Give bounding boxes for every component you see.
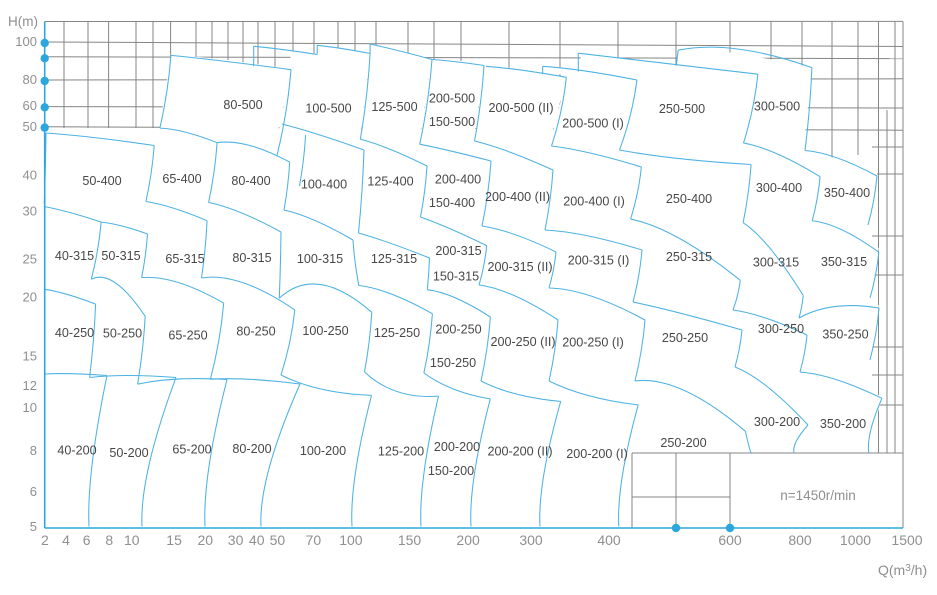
svg-text:200-400: 200-400	[435, 173, 481, 187]
svg-text:125-200: 125-200	[378, 445, 424, 459]
svg-text:125-400: 125-400	[367, 175, 413, 189]
svg-text:1000: 1000	[840, 532, 871, 548]
svg-text:10: 10	[23, 400, 37, 415]
svg-text:65-315: 65-315	[165, 252, 204, 266]
svg-text:8: 8	[105, 532, 113, 548]
svg-text:250-400: 250-400	[666, 192, 712, 206]
svg-text:100-200: 100-200	[300, 444, 346, 458]
svg-text:100: 100	[339, 532, 363, 548]
svg-text:50: 50	[270, 532, 286, 548]
svg-text:200-315 (II): 200-315 (II)	[487, 260, 552, 274]
svg-text:10: 10	[124, 532, 140, 548]
svg-text:65-200: 65-200	[172, 443, 211, 457]
svg-text:6: 6	[83, 532, 91, 548]
svg-text:100-250: 100-250	[302, 324, 348, 338]
svg-text:200-200 (I): 200-200 (I)	[566, 447, 628, 461]
svg-text:200-315 (I): 200-315 (I)	[568, 254, 630, 268]
svg-text:300-250: 300-250	[758, 322, 804, 336]
svg-text:50-200: 50-200	[109, 446, 148, 460]
svg-text:80-200: 80-200	[232, 442, 271, 456]
svg-text:200-250 (I): 200-250 (I)	[562, 336, 624, 350]
svg-text:50-400: 50-400	[82, 174, 121, 188]
svg-text:800: 800	[788, 532, 812, 548]
svg-text:200-315: 200-315	[435, 244, 481, 258]
svg-text:8: 8	[30, 443, 37, 458]
svg-text:200-250: 200-250	[435, 323, 481, 337]
svg-text:H(m): H(m)	[8, 14, 38, 29]
svg-text:200: 200	[456, 532, 480, 548]
svg-text:150-500: 150-500	[429, 115, 475, 129]
svg-text:50-315: 50-315	[101, 249, 140, 263]
svg-text:300-315: 300-315	[753, 256, 799, 270]
svg-text:30: 30	[228, 532, 244, 548]
svg-text:15: 15	[166, 532, 182, 548]
svg-text:300-400: 300-400	[756, 181, 802, 195]
svg-text:350-250: 350-250	[822, 328, 868, 342]
svg-text:200-400 (II): 200-400 (II)	[485, 190, 550, 204]
svg-text:40: 40	[249, 532, 265, 548]
svg-text:125-250: 125-250	[374, 326, 420, 340]
svg-text:250-200: 250-200	[660, 436, 706, 450]
svg-text:100: 100	[15, 34, 37, 49]
svg-text:70: 70	[306, 532, 322, 548]
svg-text:12: 12	[23, 378, 37, 393]
svg-text:100-315: 100-315	[297, 252, 343, 266]
svg-text:40-200: 40-200	[57, 444, 96, 458]
svg-text:25: 25	[23, 252, 37, 267]
svg-text:80-250: 80-250	[236, 325, 275, 339]
svg-text:350-200: 350-200	[820, 417, 866, 431]
svg-text:40-250: 40-250	[55, 326, 94, 340]
svg-text:30: 30	[23, 204, 37, 219]
svg-text:5: 5	[30, 519, 37, 534]
svg-text:100-500: 100-500	[305, 102, 351, 116]
svg-text:300: 300	[519, 532, 543, 548]
svg-text:250-500: 250-500	[659, 102, 705, 116]
svg-text:200-500 (II): 200-500 (II)	[488, 101, 553, 115]
svg-text:80-315: 80-315	[232, 251, 271, 265]
svg-text:200-200: 200-200	[434, 440, 480, 454]
svg-text:150-315: 150-315	[433, 270, 479, 284]
svg-text:200-200 (II): 200-200 (II)	[487, 445, 552, 459]
svg-text:150: 150	[398, 532, 422, 548]
svg-text:4: 4	[62, 532, 70, 548]
svg-text:65-250: 65-250	[168, 329, 207, 343]
svg-text:200-500 (I): 200-500 (I)	[562, 117, 624, 131]
svg-text:125-500: 125-500	[371, 100, 417, 114]
svg-text:65-400: 65-400	[162, 172, 201, 186]
svg-text:150-250: 150-250	[430, 356, 476, 370]
svg-text:150-200: 150-200	[428, 464, 474, 478]
svg-text:40: 40	[23, 168, 37, 183]
svg-text:15: 15	[23, 349, 37, 364]
svg-text:100-400: 100-400	[301, 178, 347, 192]
svg-text:6: 6	[30, 484, 37, 499]
svg-text:150-400: 150-400	[429, 196, 475, 210]
svg-text:Q(m3/h): Q(m3/h)	[878, 562, 927, 578]
svg-text:60: 60	[23, 98, 37, 113]
svg-text:350-400: 350-400	[824, 186, 870, 200]
svg-text:n=1450r/min: n=1450r/min	[780, 488, 855, 503]
svg-text:2: 2	[41, 532, 49, 548]
svg-text:250-315: 250-315	[666, 250, 712, 264]
svg-text:200-400 (I): 200-400 (I)	[563, 195, 625, 209]
svg-text:600: 600	[718, 532, 742, 548]
svg-text:80: 80	[23, 72, 37, 87]
svg-text:250-250: 250-250	[662, 331, 708, 345]
svg-text:40-315: 40-315	[55, 249, 94, 263]
svg-text:50: 50	[23, 119, 37, 134]
svg-text:350-315: 350-315	[821, 255, 867, 269]
svg-text:125-315: 125-315	[371, 252, 417, 266]
svg-text:50-250: 50-250	[103, 327, 142, 341]
svg-text:300-500: 300-500	[754, 100, 800, 114]
svg-text:200-500: 200-500	[429, 92, 475, 106]
svg-text:20: 20	[198, 532, 214, 548]
svg-text:80-500: 80-500	[223, 98, 262, 112]
svg-text:200-250 (II): 200-250 (II)	[490, 335, 555, 349]
svg-text:80-400: 80-400	[231, 174, 270, 188]
svg-text:20: 20	[23, 290, 37, 305]
svg-text:1500: 1500	[891, 532, 922, 548]
svg-text:300-200: 300-200	[754, 415, 800, 429]
svg-text:400: 400	[597, 532, 621, 548]
